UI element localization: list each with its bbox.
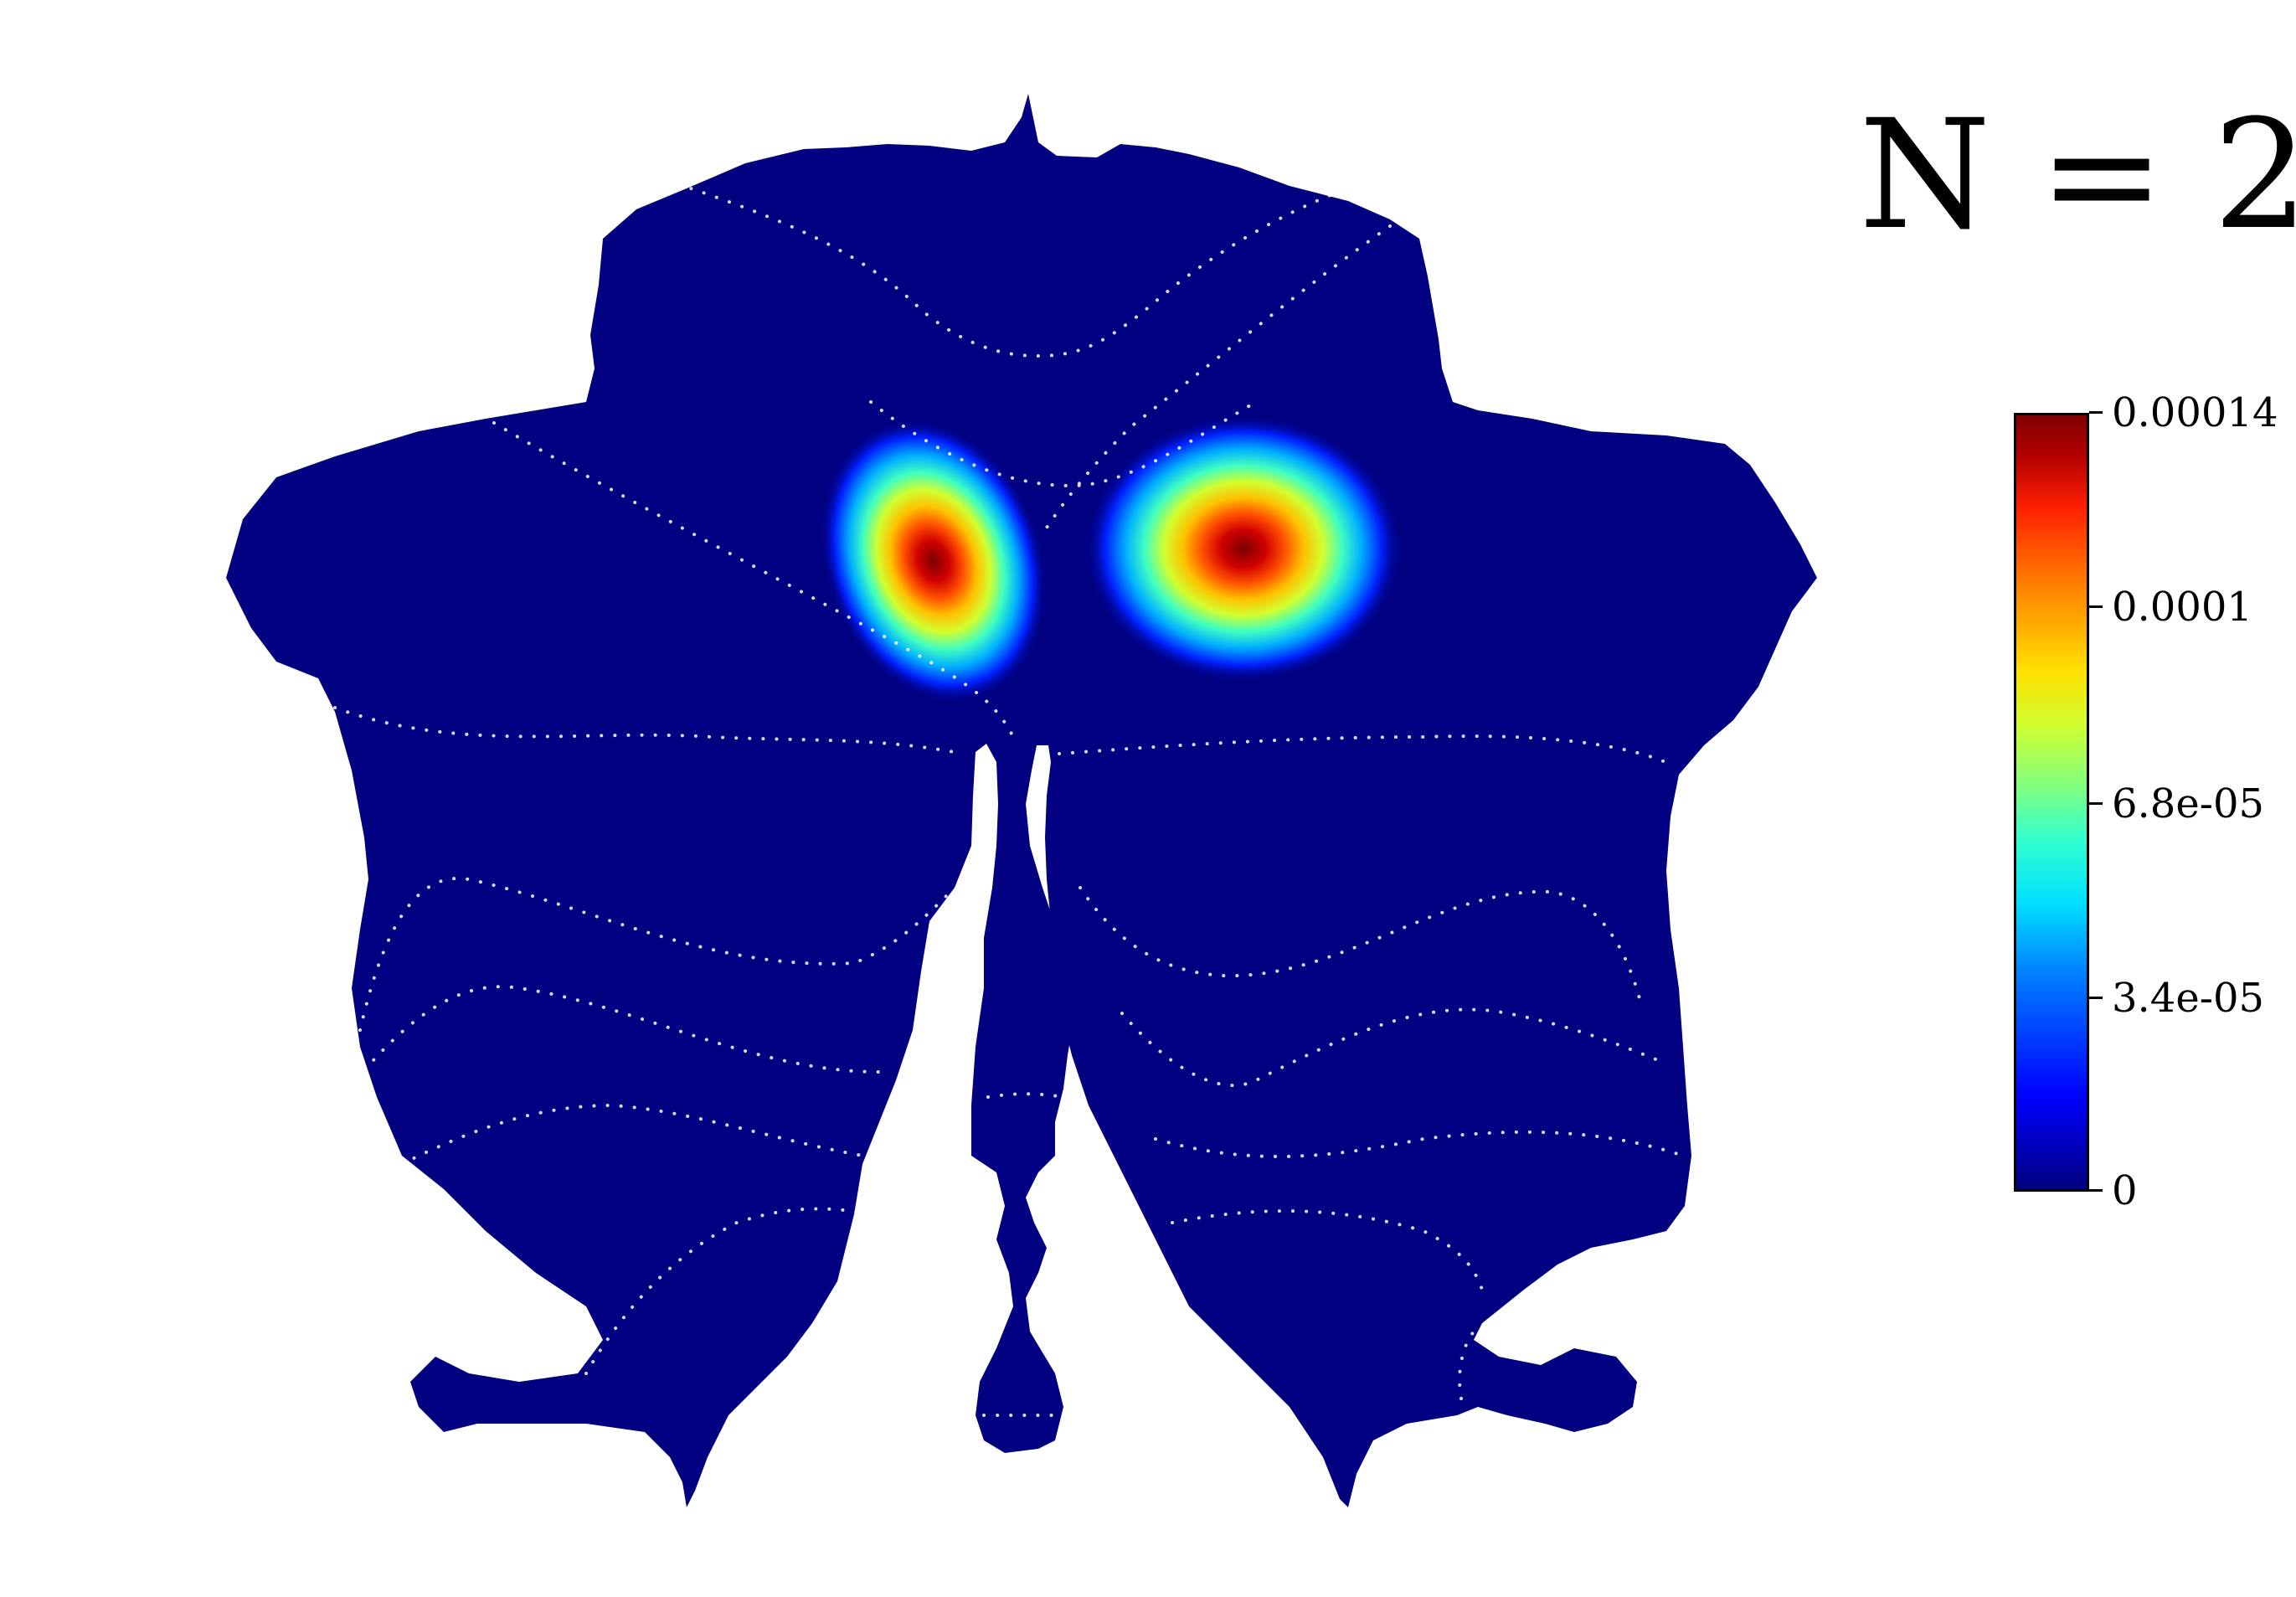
colorbar-tick-label: 0 [2112,1167,2138,1214]
cerebellar-flatmap [226,94,1817,1507]
activation-blob-right [1084,415,1403,683]
boundary-line [333,706,965,755]
boundary-line [584,1207,873,1375]
colorbar-tick-label: 0.00014 [2112,389,2278,436]
boundary-line [677,183,1350,358]
boundary-line [1120,1007,1668,1088]
colorbar-tick [2089,997,2103,999]
colorbar-tick [2089,802,2103,805]
figure-title: N = 2 [1859,88,2296,263]
boundary-line [1154,1130,1685,1158]
colorbar-tick [2089,411,2103,414]
colorbar-tick-label: 6.8e-05 [2112,780,2265,827]
boundary-line [400,1103,864,1166]
colorbar-tick [2089,605,2103,608]
activation-blob-left [819,418,1048,704]
colorbar-tick-label: 3.4e-05 [2112,975,2265,1022]
boundary-line [986,1092,1065,1099]
boundary-line [354,985,881,1082]
boundary-line [1045,224,1392,529]
colorbar-tick-label: 0.0001 [2112,584,2252,631]
colorbar [2014,413,2089,1192]
colorbar-tick [2089,1189,2103,1192]
boundary-line [492,421,1015,739]
lobular-boundaries [333,183,1685,1418]
